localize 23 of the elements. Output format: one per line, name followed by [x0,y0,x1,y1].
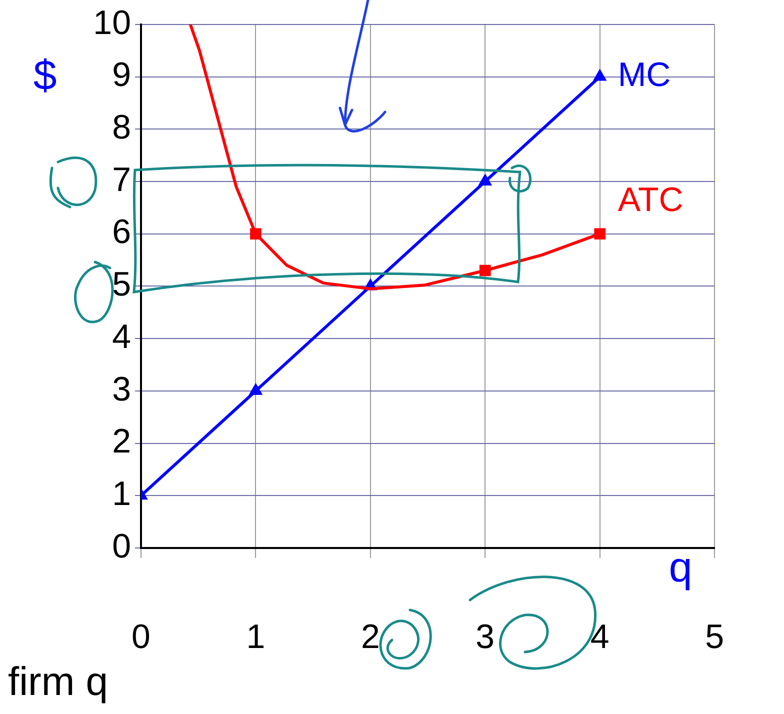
y-tick-label: 9 [112,56,131,94]
y-tick-label: 2 [112,422,131,461]
x-axis-title: q [668,544,692,591]
x-tick-label: 2 [360,618,380,656]
series-label: ATC [618,181,684,220]
point [592,68,607,81]
y-tick-label: 10 [93,4,131,42]
x-tick-label: 3 [476,618,495,656]
text: firm q [8,660,108,704]
point [248,382,263,395]
point [478,173,492,186]
y-tick-label: 6 [112,213,131,252]
y-axis-title: $ [33,52,57,99]
x-tick-label: 4 [590,618,610,656]
y-tick-label: 8 [112,108,131,146]
y-tick-label: 0 [112,527,131,566]
y-tick-label: 1 [112,475,131,514]
x-tick-label: 1 [246,618,266,656]
y-tick-label: 4 [112,318,131,356]
y-tick-label: 3 [112,370,131,408]
x-tick-label: 5 [705,618,724,656]
y-tick-label: 5 [112,266,131,304]
y-tick-label: 7 [112,160,131,199]
